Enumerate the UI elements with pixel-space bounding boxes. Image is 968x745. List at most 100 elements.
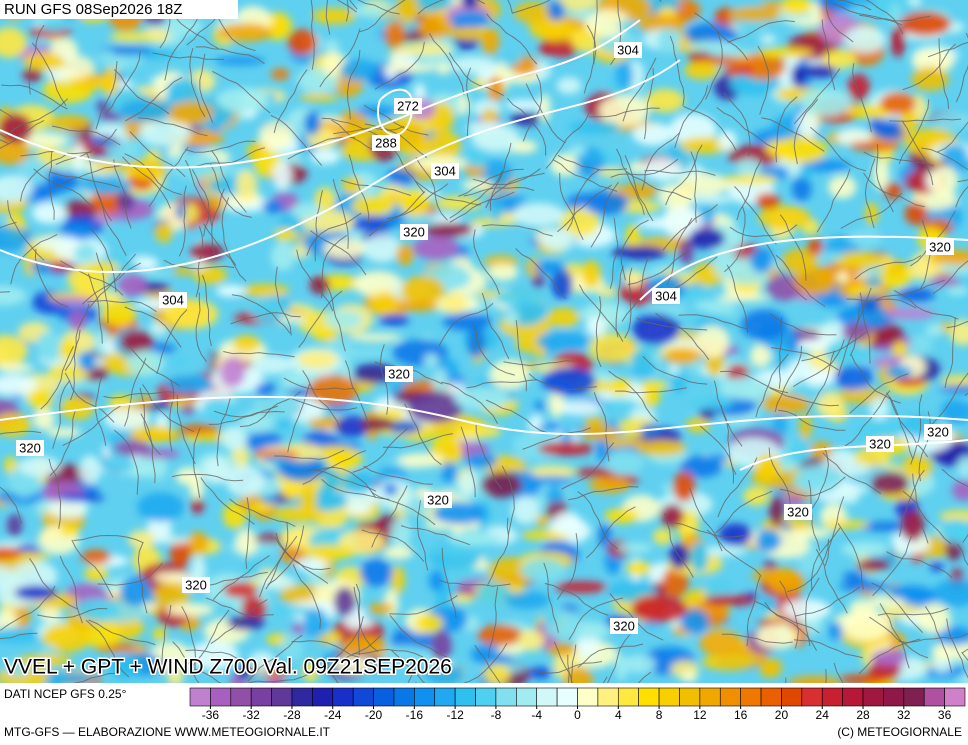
field-blob [772,412,788,435]
field-blob [558,207,600,237]
streamline [283,377,354,391]
field-blob [215,284,247,298]
colorbar-tick-label: 4 [615,708,622,722]
streamline [345,0,349,22]
field-blob [526,258,542,278]
contour-label: 320 [929,239,951,254]
field-blob [568,145,586,157]
streamline [10,233,58,285]
field-blob [853,447,891,467]
field-blob [391,565,405,594]
streamline [694,12,749,61]
streamline [148,146,189,208]
streamline [779,580,799,649]
field-blob [425,659,455,670]
contour-label-box [866,436,894,452]
field-blob [481,28,500,56]
streamline [0,585,56,631]
field-blob [308,374,359,406]
field-blob [31,202,68,224]
colorbar-cell [903,687,925,707]
field-blob [584,416,606,428]
field-blob [629,161,645,174]
field-blob [500,53,522,66]
colorbar-cell [434,687,456,707]
field-blob [401,213,438,225]
field-blob [755,529,782,553]
field-blob [505,99,545,111]
height-contours [0,19,968,471]
streamline [176,395,196,465]
field-blob [359,417,395,432]
field-blob [46,427,82,438]
streamline [221,197,237,266]
field-blob [841,541,890,558]
colorbar-cell [230,687,252,707]
streamline [211,188,225,259]
streamline [893,289,959,320]
streamline [525,83,566,144]
field-blob [323,39,340,53]
streamline [885,392,914,460]
colorbar-cell [760,687,782,707]
streamline [924,606,953,673]
contour-label-box [400,224,428,240]
streamline [314,190,323,262]
streamline [59,555,83,624]
field-blob [547,642,577,657]
contour-label: 320 [787,504,809,519]
field-blob [349,333,403,342]
streamline [746,575,761,647]
streamline [0,486,22,524]
streamline [275,532,331,571]
field-blob [57,224,98,241]
field-blob [718,376,772,400]
streamline [87,273,103,344]
field-blob [642,384,661,408]
contour-label-box [424,492,452,508]
streamline [466,67,472,139]
streamline [472,168,541,186]
contour-line [0,395,968,436]
field-blob [799,87,852,117]
streamline [414,180,481,206]
field-blob [791,176,812,202]
field-blob [929,165,958,196]
field-blob [166,77,200,102]
contour-labels: 304 272 288 304 320 320 304 304 320 320 320 320 320 3… [16,42,954,634]
field-blob [727,7,782,22]
field-blob [248,502,272,512]
field-blob [185,531,209,555]
streamline [371,491,436,526]
field-blob [146,268,172,278]
field-blob [883,182,903,200]
streamline [448,52,504,97]
field-blob [118,98,171,123]
field-blob [481,108,499,124]
streamline [577,643,644,668]
field-blob [297,350,338,370]
streamline [568,486,639,501]
field-blob [165,603,215,617]
streamline [391,650,426,683]
field-blob [60,525,79,537]
field-blob [939,384,968,393]
streamline [877,607,949,616]
streamline [462,643,508,683]
colorbar-tick-label: -24 [324,708,342,722]
field-blob [662,566,689,598]
streamline [938,38,950,110]
field-blob [191,497,204,514]
streamline [522,427,591,450]
colorbar-cell [495,687,517,707]
streamline [51,125,121,146]
streamline [274,536,329,584]
field-blob [849,140,900,152]
streamline [348,154,370,224]
field-blob [79,622,123,648]
field-blob [632,122,674,146]
field-blob [323,238,365,260]
streamline [113,159,132,229]
field-blob [894,377,926,387]
field-blob [899,11,951,36]
